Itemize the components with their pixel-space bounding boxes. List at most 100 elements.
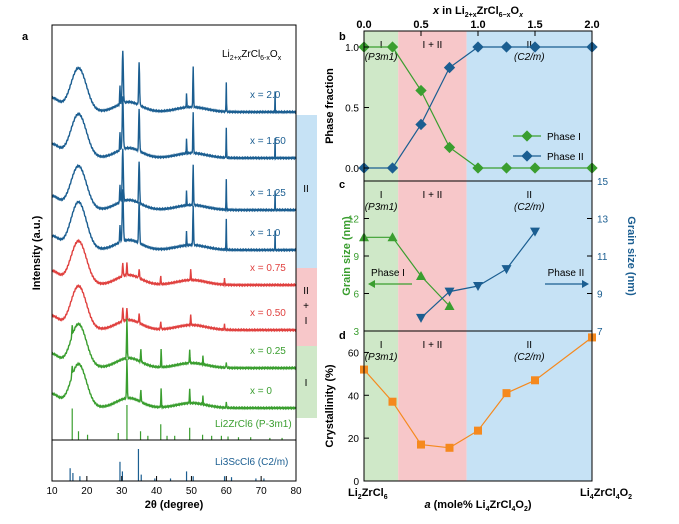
xrd-curve-0 xyxy=(51,50,297,115)
xrd-curve-4 xyxy=(51,238,297,288)
x-tick-label: 50 xyxy=(186,486,198,497)
grain-size-point xyxy=(416,271,426,280)
x-tick-label: 80 xyxy=(290,486,302,497)
phase-fraction-point xyxy=(386,41,399,53)
xrd-curve-7 xyxy=(51,358,297,411)
crystallinity-point xyxy=(474,426,482,435)
region-space-group: (C2/m) xyxy=(514,52,545,63)
crystallinity-line xyxy=(363,336,593,449)
phase-fraction-point xyxy=(500,41,513,53)
x-tick-label: 40 xyxy=(151,486,163,497)
phase-band-mixed-label: I xyxy=(305,316,308,327)
crystallinity-point xyxy=(417,440,425,449)
y-tick-label: 40 xyxy=(348,391,360,402)
xrd-curve-1 xyxy=(51,96,297,161)
top-x-tick-label: 0.5 xyxy=(413,19,428,31)
panel-b-top-xlabel: x in Li2+xZrCl6−xOx xyxy=(432,5,524,19)
legend-label: Phase II xyxy=(547,152,584,163)
region-label: I + II xyxy=(423,40,443,51)
arrow-phase-ii-head xyxy=(582,280,589,288)
phase-region xyxy=(466,331,592,481)
phase-region xyxy=(398,31,467,181)
region-space-group: (C2/m) xyxy=(514,202,545,213)
panel-a-xlabel: 2θ (degree) xyxy=(145,499,204,511)
x-endpoint-right: Li4ZrCl4O2 xyxy=(580,487,632,501)
grain-size-point xyxy=(501,265,512,275)
phase-band-II xyxy=(296,115,317,268)
crystallinity-point xyxy=(502,389,511,398)
y-tick-label: 0.0 xyxy=(345,164,359,175)
grain-size-point xyxy=(387,232,398,242)
grain-size-point xyxy=(473,282,483,291)
xrd-series-label: x = 1.25 xyxy=(250,188,286,199)
region-label: I + II xyxy=(423,340,443,351)
y-tick-left-label: 3 xyxy=(353,327,359,338)
xrd-curve-2 xyxy=(51,148,297,213)
region-space-group: (P3m1) xyxy=(365,202,398,213)
x-tick-label: 10 xyxy=(46,486,58,497)
phase-region xyxy=(466,181,592,331)
y-tick-right-label: 7 xyxy=(597,327,603,338)
phase-band-II-label: II xyxy=(303,184,309,195)
x-tick-label: 20 xyxy=(81,486,93,497)
y-tick-right-label: 13 xyxy=(597,215,609,226)
panel-a-ylabel: Intensity (a.u.) xyxy=(31,215,43,290)
y-tick-label: 0 xyxy=(353,477,359,488)
region-label: II xyxy=(527,40,533,51)
phase-region xyxy=(364,181,399,331)
panel-d-frame xyxy=(363,330,593,482)
reference-label: Li3ScCl6 (C2/m) xyxy=(215,457,288,468)
phase-fraction-point xyxy=(472,41,484,53)
top-x-tick-label: 1.5 xyxy=(527,19,542,31)
grain-size-point xyxy=(530,227,540,237)
grain-size-point xyxy=(444,287,455,297)
legend-marker xyxy=(521,150,533,162)
top-x-tick-label: 0.0 xyxy=(356,19,371,31)
phase-region xyxy=(398,331,467,481)
xrd-curve-5 xyxy=(51,284,297,333)
phase-region xyxy=(364,31,399,181)
xrd-series-label: x = 0.75 xyxy=(250,263,286,274)
y-tick-label: 1.0 xyxy=(345,43,359,54)
phase-band-I-label: I xyxy=(305,378,308,389)
arrow-phase-i-head xyxy=(368,280,375,288)
phase-fraction-point xyxy=(500,162,513,174)
arrow-phase-ii-label: Phase II xyxy=(548,268,585,279)
xrd-series-label: x = 1.0 xyxy=(250,228,281,239)
phase-band-mixed xyxy=(296,268,317,346)
x-tick-label: 30 xyxy=(116,486,128,497)
phase-region xyxy=(398,181,467,331)
crystallinity-point xyxy=(445,443,454,452)
crystallinity-point xyxy=(388,397,397,406)
panel-label-b: b xyxy=(339,31,346,43)
panel-a-frame xyxy=(51,24,297,482)
phase-fraction-point xyxy=(443,141,456,154)
region-label: I xyxy=(380,40,383,51)
phase-band-mixed-label: II xyxy=(303,286,309,297)
x-tick-label: 60 xyxy=(221,486,233,497)
xrd-series-label: x = 2.0 xyxy=(250,90,281,101)
y-tick-label: 20 xyxy=(348,434,360,445)
panel-d-xlabel: a (mole% Li4ZrCl4O2) xyxy=(424,499,531,513)
phase-fraction-point xyxy=(472,162,484,174)
reference-label: Li2ZrCl6 (P-3m1) xyxy=(215,419,292,430)
panel-label-d: d xyxy=(339,330,346,342)
region-space-group: (P3m1) xyxy=(365,52,398,63)
region-label: II xyxy=(527,340,533,351)
phase-fraction-point xyxy=(529,41,541,53)
top-x-tick-label: 1.0 xyxy=(470,19,485,31)
panel-c-ylabel-left: Grain size (nm) xyxy=(341,216,353,296)
grain-size-point xyxy=(416,313,426,323)
region-label: II xyxy=(527,190,533,201)
panel-label-c: c xyxy=(339,179,345,191)
grain-size-line-0 xyxy=(364,236,450,307)
phase-band-mixed-label: + xyxy=(303,301,309,312)
arrow-phase-i-label: Phase I xyxy=(371,268,405,279)
panels-bcd: I(P3m1)I + II II(C2/m)I(P3m1)I + II II(C2/… xyxy=(324,5,637,513)
phase-region xyxy=(364,331,399,481)
panel-b-ylabel: Phase fraction xyxy=(324,68,336,144)
y-tick-left-label: 12 xyxy=(348,215,360,226)
xrd-series-label: x = 1.50 xyxy=(250,136,286,147)
